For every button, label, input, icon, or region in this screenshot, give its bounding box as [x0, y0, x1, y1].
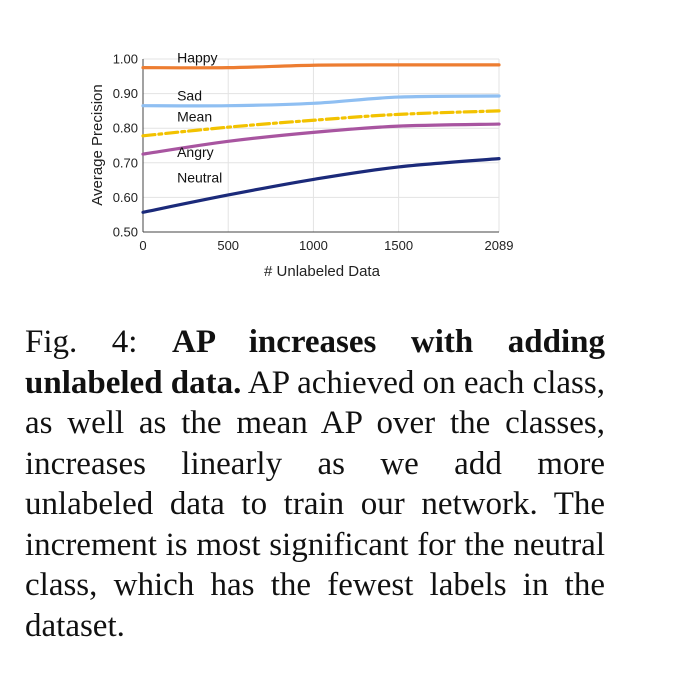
caption-label: Fig. 4: [25, 324, 138, 360]
series-line-mean [141, 109, 501, 138]
caption-title: AP increases with adding unlabeled data. [25, 324, 606, 401]
y-tick-label: 0.50 [113, 225, 138, 240]
series-label-happy: Happy [177, 50, 217, 66]
series-label-angry: Angry [177, 144, 214, 160]
y-tick-label: 0.80 [113, 121, 138, 136]
caption-body: AP achieved on each class, as well as th… [25, 364, 605, 644]
y-tick-label: 1.00 [113, 52, 138, 67]
x-tick-label: 2089 [485, 238, 514, 253]
chart-figure: 0.50 0.60 0.70 0.80 0.90 1.00 0 500 1000 1500 2089… [0, 0, 679, 290]
x-tick-label: 500 [217, 238, 239, 253]
y-tick-label: 0.70 [113, 155, 138, 170]
line-chart: 0.50 0.60 0.70 0.80 0.90 1.00 0 500 1000 1500 2089… [89, 50, 514, 280]
x-tick-label: 0 [139, 238, 146, 253]
series-line-neutral [141, 157, 501, 214]
x-tick-label: 1000 [299, 238, 328, 253]
series-label-mean: Mean [177, 108, 212, 124]
x-tick-label: 1500 [384, 238, 413, 253]
series-label-neutral: Neutral [177, 169, 222, 185]
y-tick-label: 0.60 [113, 190, 138, 205]
series-label-sad: Sad [177, 88, 202, 104]
series-line-happy [141, 63, 501, 70]
series-line-sad [141, 94, 501, 108]
y-tick-label: 0.90 [113, 86, 138, 101]
series-line-angry [141, 122, 501, 156]
x-axis-title: # Unlabeled Data [264, 263, 381, 280]
figure-caption: Fig. 4: AP increases with adding unlabel… [25, 322, 605, 646]
y-axis-title: Average Precision [89, 84, 106, 205]
